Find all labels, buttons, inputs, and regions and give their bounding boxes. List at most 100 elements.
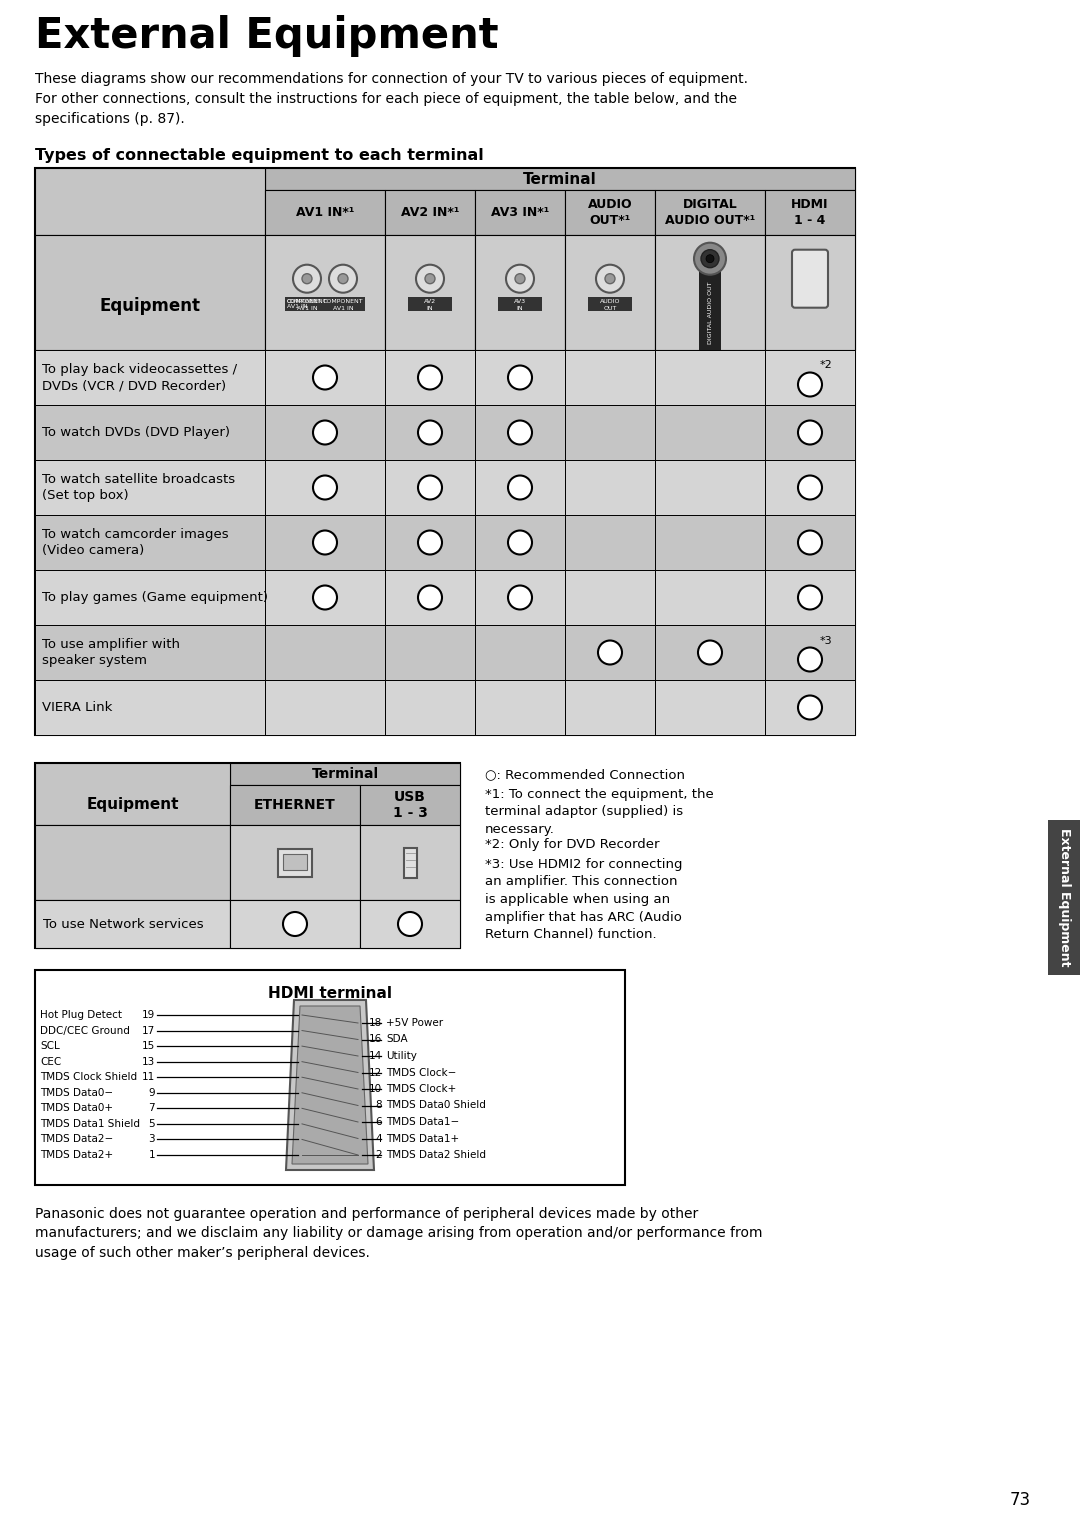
Bar: [765, 190, 855, 234]
Bar: [765, 460, 855, 515]
Bar: [565, 625, 654, 680]
Text: TMDS Data2 Shield: TMDS Data2 Shield: [386, 1151, 486, 1160]
Text: TMDS Clock+: TMDS Clock+: [386, 1085, 456, 1094]
Bar: [588, 297, 632, 311]
Bar: [360, 826, 460, 899]
Circle shape: [701, 250, 719, 268]
Bar: [1048, 820, 1080, 974]
Text: TMDS Clock Shield: TMDS Clock Shield: [40, 1072, 137, 1082]
Text: *1: To connect the equipment, the
terminal adaptor (supplied) is
necessary.: *1: To connect the equipment, the termin…: [485, 787, 714, 836]
Bar: [765, 680, 855, 735]
Text: External Equipment: External Equipment: [1057, 829, 1070, 967]
Bar: [35, 899, 230, 948]
Bar: [404, 847, 417, 878]
Circle shape: [283, 912, 307, 936]
Circle shape: [508, 366, 532, 389]
Circle shape: [507, 265, 534, 293]
Text: TMDS Data1+: TMDS Data1+: [386, 1134, 459, 1143]
Circle shape: [313, 475, 337, 499]
Bar: [230, 784, 360, 826]
Bar: [35, 349, 265, 404]
Text: 9: 9: [148, 1088, 156, 1098]
Bar: [654, 625, 765, 680]
Text: 10: 10: [369, 1085, 382, 1094]
Circle shape: [596, 265, 624, 293]
Circle shape: [313, 530, 337, 555]
Bar: [654, 460, 765, 515]
Text: AV1 IN: AV1 IN: [297, 306, 318, 311]
Bar: [35, 404, 265, 460]
Text: 17: 17: [141, 1025, 156, 1036]
Bar: [408, 297, 453, 311]
Text: To use Network services: To use Network services: [43, 918, 204, 930]
Text: Equipment: Equipment: [99, 297, 201, 316]
Text: HDMI
1 - 4: HDMI 1 - 4: [792, 198, 828, 227]
Bar: [765, 515, 855, 570]
Text: AV3: AV3: [514, 299, 526, 303]
Text: AV1 IN: AV1 IN: [333, 306, 353, 311]
Circle shape: [798, 696, 822, 720]
Text: AUDIO: AUDIO: [599, 299, 620, 303]
Text: 7: 7: [148, 1103, 156, 1114]
Text: COMPONENT: COMPONENT: [323, 299, 363, 303]
Bar: [475, 625, 565, 680]
Text: TMDS Data1 Shield: TMDS Data1 Shield: [40, 1118, 140, 1129]
Text: 12: 12: [368, 1068, 382, 1077]
Bar: [765, 625, 855, 680]
Text: TMDS Data0−: TMDS Data0−: [40, 1088, 113, 1098]
Text: *2: Only for DVD Recorder: *2: Only for DVD Recorder: [485, 838, 660, 850]
Text: Equipment: Equipment: [86, 798, 179, 812]
Circle shape: [418, 366, 442, 389]
Bar: [35, 625, 265, 680]
Bar: [565, 404, 654, 460]
Bar: [475, 234, 565, 349]
Bar: [265, 190, 384, 234]
Bar: [384, 460, 475, 515]
Circle shape: [313, 585, 337, 610]
Text: To watch satellite broadcasts
(Set top box): To watch satellite broadcasts (Set top b…: [42, 473, 235, 502]
FancyBboxPatch shape: [792, 250, 828, 308]
Circle shape: [798, 372, 822, 397]
Text: DDC/CEC Ground: DDC/CEC Ground: [40, 1025, 130, 1036]
Circle shape: [508, 475, 532, 499]
Circle shape: [598, 640, 622, 665]
Text: IN: IN: [516, 306, 524, 311]
Text: 4: 4: [376, 1134, 382, 1143]
Circle shape: [694, 242, 726, 274]
Text: To watch camcorder images
(Video camera): To watch camcorder images (Video camera): [42, 527, 229, 558]
Text: AV2: AV2: [424, 299, 436, 303]
Text: 11: 11: [141, 1072, 156, 1082]
Bar: [35, 763, 230, 826]
Text: TMDS Data1−: TMDS Data1−: [386, 1117, 459, 1128]
Bar: [265, 169, 855, 190]
Bar: [654, 515, 765, 570]
Text: SCL: SCL: [40, 1042, 59, 1051]
Bar: [475, 570, 565, 625]
Bar: [35, 169, 855, 735]
Bar: [265, 460, 384, 515]
Text: IN: IN: [427, 306, 433, 311]
Text: TMDS Data0 Shield: TMDS Data0 Shield: [386, 1100, 486, 1111]
Bar: [360, 899, 460, 948]
Text: +5V Power: +5V Power: [386, 1017, 443, 1028]
Circle shape: [313, 366, 337, 389]
Bar: [230, 763, 460, 784]
Bar: [384, 190, 475, 234]
Circle shape: [605, 274, 615, 283]
Circle shape: [508, 530, 532, 555]
Circle shape: [698, 640, 723, 665]
Circle shape: [416, 265, 444, 293]
Bar: [265, 234, 384, 349]
Text: COMPONENT: COMPONENT: [287, 299, 322, 303]
Circle shape: [418, 475, 442, 499]
Bar: [765, 404, 855, 460]
Bar: [283, 853, 307, 870]
Text: Terminal: Terminal: [523, 172, 597, 187]
Text: To watch DVDs (DVD Player): To watch DVDs (DVD Player): [42, 426, 230, 440]
Text: TMDS Clock−: TMDS Clock−: [386, 1068, 457, 1077]
Bar: [384, 404, 475, 460]
Bar: [384, 349, 475, 404]
Bar: [35, 970, 625, 1184]
Circle shape: [329, 265, 357, 293]
Text: USB
1 - 3: USB 1 - 3: [392, 791, 428, 820]
